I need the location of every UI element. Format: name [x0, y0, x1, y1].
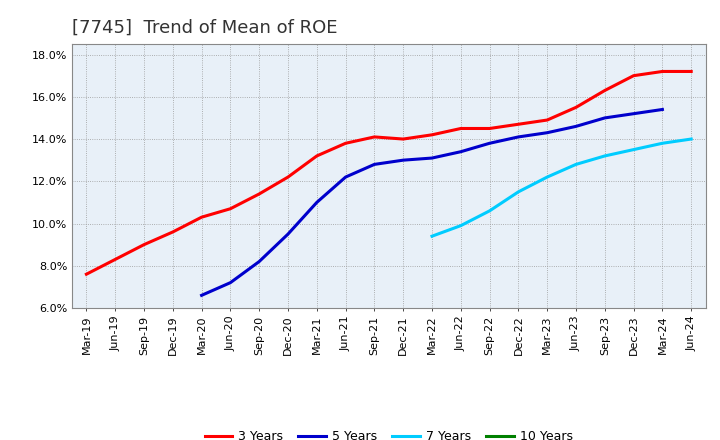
7 Years: [629, 147, 638, 152]
5 Years: [370, 162, 379, 167]
3 Years: [658, 69, 667, 74]
3 Years: [399, 136, 408, 142]
5 Years: [341, 174, 350, 180]
3 Years: [168, 229, 177, 235]
Line: 3 Years: 3 Years: [86, 71, 691, 274]
3 Years: [255, 191, 264, 197]
Line: 5 Years: 5 Years: [202, 110, 662, 295]
Legend: 3 Years, 5 Years, 7 Years, 10 Years: 3 Years, 5 Years, 7 Years, 10 Years: [199, 425, 578, 440]
3 Years: [82, 271, 91, 277]
3 Years: [312, 153, 321, 158]
5 Years: [226, 280, 235, 285]
3 Years: [341, 141, 350, 146]
3 Years: [197, 215, 206, 220]
5 Years: [197, 293, 206, 298]
3 Years: [284, 174, 292, 180]
3 Years: [226, 206, 235, 211]
5 Years: [572, 124, 580, 129]
7 Years: [687, 136, 696, 142]
3 Years: [140, 242, 148, 247]
Text: [7745]  Trend of Mean of ROE: [7745] Trend of Mean of ROE: [72, 19, 338, 37]
3 Years: [600, 88, 609, 93]
7 Years: [572, 162, 580, 167]
3 Years: [456, 126, 465, 131]
7 Years: [514, 189, 523, 194]
5 Years: [428, 155, 436, 161]
5 Years: [600, 115, 609, 121]
5 Years: [399, 158, 408, 163]
3 Years: [428, 132, 436, 137]
5 Years: [485, 141, 494, 146]
7 Years: [456, 223, 465, 228]
3 Years: [485, 126, 494, 131]
3 Years: [629, 73, 638, 78]
7 Years: [543, 174, 552, 180]
5 Years: [456, 149, 465, 154]
5 Years: [284, 231, 292, 237]
5 Years: [312, 200, 321, 205]
7 Years: [600, 153, 609, 158]
3 Years: [687, 69, 696, 74]
5 Years: [629, 111, 638, 116]
3 Years: [111, 257, 120, 262]
3 Years: [514, 121, 523, 127]
7 Years: [428, 234, 436, 239]
3 Years: [572, 105, 580, 110]
3 Years: [543, 117, 552, 123]
5 Years: [255, 259, 264, 264]
5 Years: [658, 107, 667, 112]
5 Years: [543, 130, 552, 136]
Line: 7 Years: 7 Years: [432, 139, 691, 236]
7 Years: [485, 208, 494, 213]
7 Years: [658, 141, 667, 146]
5 Years: [514, 134, 523, 139]
3 Years: [370, 134, 379, 139]
